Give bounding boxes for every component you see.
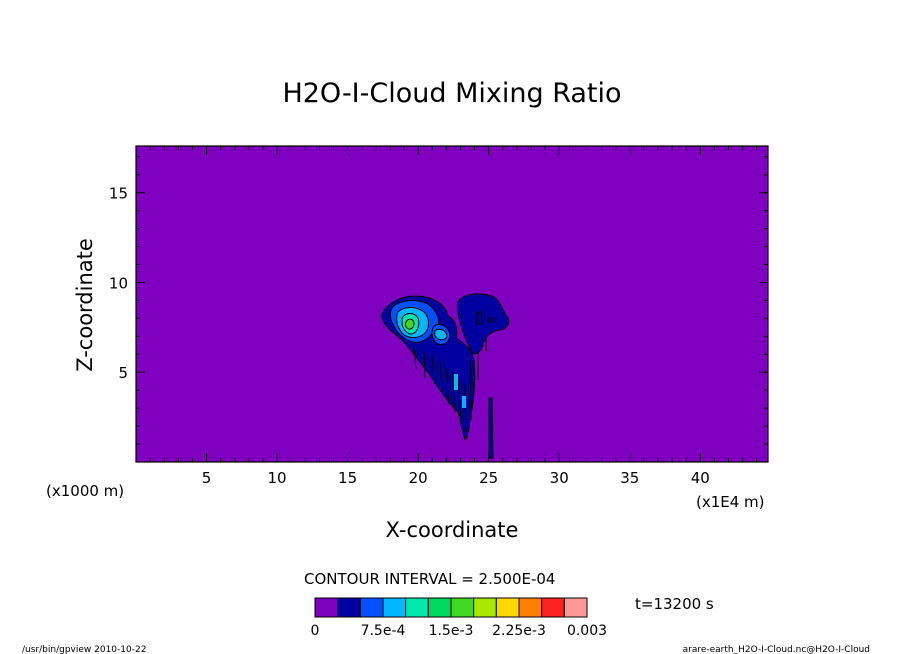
cloud-contours [380, 293, 510, 459]
plot-frame [135, 145, 769, 463]
x-unit-right: (x1E4 m) [696, 493, 765, 511]
x-tick-label: 20 [409, 469, 428, 487]
plot-area [136, 146, 768, 462]
cloud-cyan-bits [454, 374, 466, 408]
colorbar-swatch [314, 597, 339, 618]
y-tick-label: 5 [118, 364, 128, 382]
colorbar-swatch [405, 597, 429, 618]
x-tick-label: 35 [620, 469, 639, 487]
cloud-level-3b [434, 328, 448, 341]
cloud-stalk [488, 397, 494, 459]
footer-right: arare-earth_H2O-I-Cloud.nc@H2O-I-Cloud [683, 645, 870, 654]
colorbar-swatch [563, 597, 588, 618]
colorbar-swatch [427, 597, 452, 618]
time-label: t=13200 s [635, 595, 714, 613]
colorbar-swatch [518, 597, 543, 618]
cloud-level-5 [404, 318, 415, 330]
colorbar: 0 7.5e-4 1.5e-3 2.25e-3 0.003 [311, 597, 607, 639]
colorbar-swatch [359, 597, 384, 618]
y-tick-label: 15 [109, 185, 128, 203]
colorbar-swatch [337, 597, 361, 618]
colorbar-swatch [541, 597, 565, 618]
x-tick-label: 40 [691, 469, 710, 487]
x-tick-label: 30 [550, 469, 569, 487]
colorbar-tick-label: 0 [311, 623, 320, 639]
colorbar-tick-label: 1.5e-3 [429, 623, 474, 639]
cloud-level-1b [456, 293, 510, 355]
colorbar-tick-label: 7.5e-4 [361, 623, 406, 639]
x-tick-label: 5 [202, 469, 212, 487]
x-tick-label: 10 [268, 469, 287, 487]
colorbar-swatch [450, 597, 475, 618]
colorbar-swatch [382, 597, 407, 618]
colorbar-tick-label: 2.25e-3 [492, 623, 546, 639]
chart-title: H2O-I-Cloud Mixing Ratio [282, 78, 621, 109]
y-tick-label: 10 [109, 274, 128, 292]
contour-interval: CONTOUR INTERVAL = 2.500E-04 [304, 570, 555, 588]
cloud-dark-bits [475, 311, 495, 325]
colorbar-tick-label: 0.003 [567, 623, 607, 639]
footer-left: /usr/bin/gpview 2010-10-22 [22, 645, 146, 654]
x-tick-label: 25 [479, 469, 498, 487]
colorbar-swatch [473, 597, 497, 618]
y-axis-label: Z-coordinate [73, 238, 97, 372]
x-unit-left: (x1000 m) [46, 482, 124, 500]
x-tick-label: 15 [338, 469, 357, 487]
colorbar-swatch [495, 597, 520, 618]
x-axis-label: X-coordinate [386, 518, 519, 542]
axes: 5 10 15 20 25 30 35 40 5 10 15 [109, 145, 769, 487]
